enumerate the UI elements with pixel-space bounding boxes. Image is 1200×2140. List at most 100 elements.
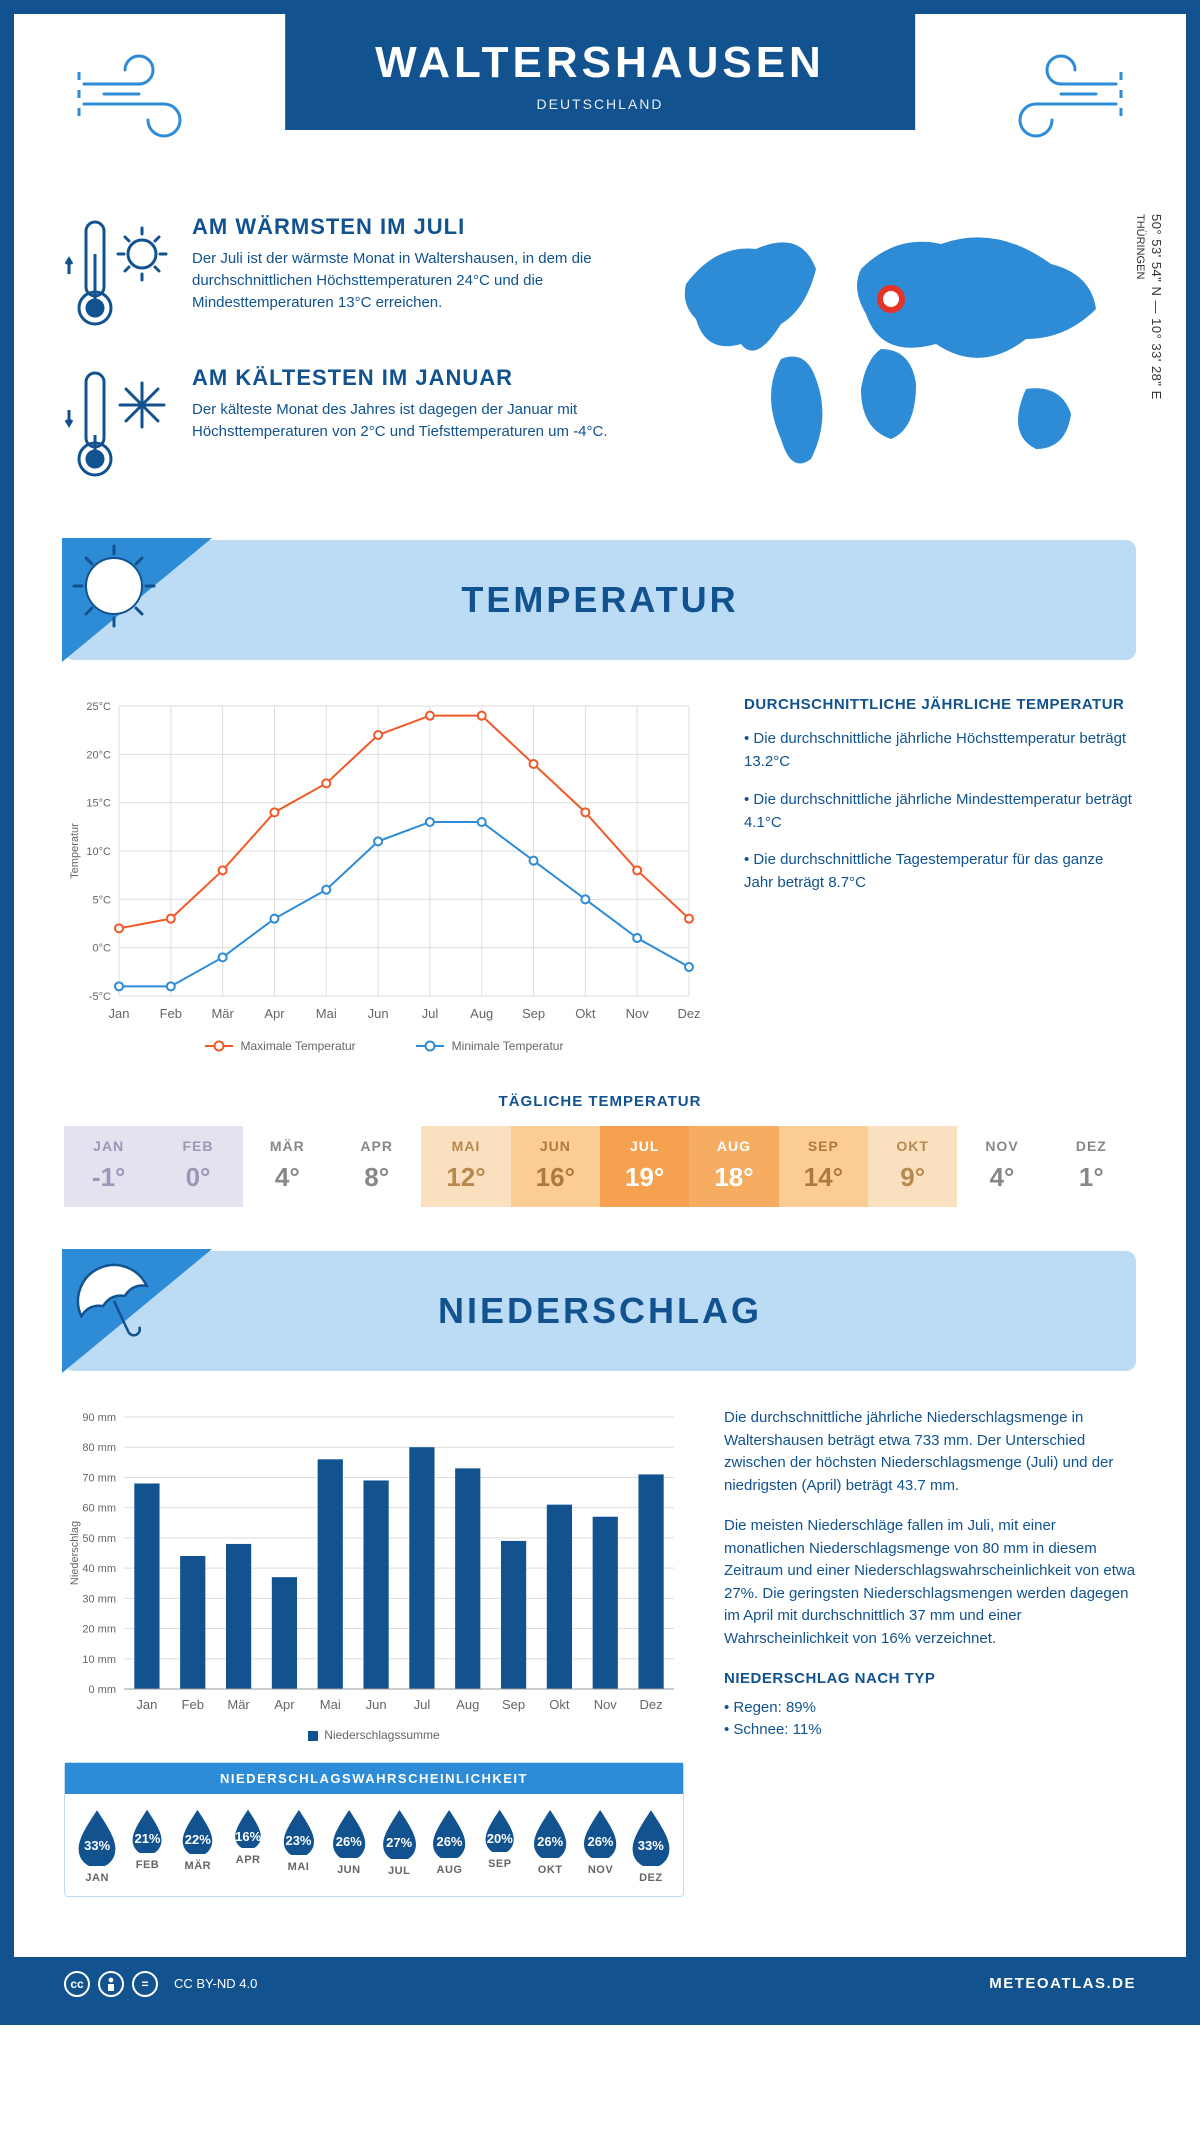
svg-text:Jun: Jun bbox=[366, 1697, 387, 1712]
fact-warm-text: Der Juli ist der wärmste Monat in Walter… bbox=[192, 248, 626, 313]
city-title: WALTERSHAUSEN bbox=[375, 38, 825, 88]
svg-text:Dez: Dez bbox=[640, 1697, 663, 1712]
fact-warmest: AM WÄRMSTEN IM JULI Der Juli ist der wär… bbox=[64, 214, 626, 339]
svg-text:Feb: Feb bbox=[160, 1006, 182, 1021]
temperature-line-chart: -5°C0°C5°C10°C15°C20°C25°CJanFebMärAprMa… bbox=[64, 696, 704, 1053]
daily-cell: JUN16° bbox=[511, 1126, 600, 1207]
daily-cell: JAN-1° bbox=[64, 1126, 153, 1207]
prob-cell: 26% JUN bbox=[325, 1808, 373, 1884]
svg-text:Temperatur: Temperatur bbox=[69, 823, 81, 879]
precip-legend: Niederschlagssumme bbox=[64, 1728, 684, 1742]
prob-cell: 23% MAI bbox=[274, 1808, 322, 1884]
svg-text:25°C: 25°C bbox=[86, 701, 111, 713]
precip-rain: • Regen: 89% bbox=[724, 1697, 1136, 1720]
site-name: METEOATLAS.DE bbox=[989, 1975, 1136, 1992]
daily-cell: JUL19° bbox=[600, 1126, 689, 1207]
svg-text:40 mm: 40 mm bbox=[82, 1563, 116, 1575]
svg-text:0°C: 0°C bbox=[93, 943, 112, 955]
wind-icon bbox=[996, 44, 1126, 154]
country-label: DEUTSCHLAND bbox=[375, 96, 825, 112]
svg-text:50 mm: 50 mm bbox=[82, 1533, 116, 1545]
svg-text:Aug: Aug bbox=[470, 1006, 493, 1021]
svg-text:10 mm: 10 mm bbox=[82, 1654, 116, 1666]
prob-cell: 26% OKT bbox=[526, 1808, 574, 1884]
daily-cell: NOV4° bbox=[957, 1126, 1046, 1207]
wind-icon bbox=[74, 44, 204, 154]
prob-cell: 16% APR bbox=[224, 1808, 272, 1884]
temperature-legend: Maximale Temperatur Minimale Temperatur bbox=[64, 1039, 704, 1053]
daily-cell: MÄR4° bbox=[243, 1126, 332, 1207]
footer: cc = CC BY-ND 4.0 METEOATLAS.DE bbox=[14, 1957, 1186, 2011]
svg-text:Okt: Okt bbox=[549, 1697, 570, 1712]
world-map: THÜRINGEN 50° 53' 54" N — 10° 33' 28" E bbox=[666, 214, 1136, 516]
thermometer-snow-icon bbox=[64, 365, 174, 485]
thermometer-sun-icon bbox=[64, 214, 174, 334]
section-banner-temperature: TEMPERATUR bbox=[64, 540, 1136, 660]
precip-bar-chart: 0 mm10 mm20 mm30 mm40 mm50 mm60 mm70 mm8… bbox=[64, 1407, 684, 1742]
svg-text:Jul: Jul bbox=[422, 1006, 439, 1021]
svg-text:Okt: Okt bbox=[575, 1006, 596, 1021]
svg-text:70 mm: 70 mm bbox=[82, 1472, 116, 1484]
daily-temp-table: JAN-1°FEB0°MÄR4°APR8°MAI12°JUN16°JUL19°A… bbox=[64, 1126, 1136, 1207]
svg-text:Mai: Mai bbox=[320, 1697, 341, 1712]
precip-text-2: Die meisten Niederschläge fallen im Juli… bbox=[724, 1515, 1136, 1650]
sun-icon bbox=[62, 538, 212, 662]
prob-title: NIEDERSCHLAGSWAHRSCHEINLICHKEIT bbox=[65, 1763, 683, 1794]
prob-cell: 26% AUG bbox=[425, 1808, 473, 1884]
precip-summary: Die durchschnittliche jährliche Niedersc… bbox=[724, 1407, 1136, 1897]
temp-bullet-3: • Die durchschnittliche Tagestemperatur … bbox=[744, 848, 1136, 895]
svg-text:Jun: Jun bbox=[368, 1006, 389, 1021]
svg-text:Apr: Apr bbox=[274, 1697, 295, 1712]
svg-text:20°C: 20°C bbox=[86, 749, 111, 761]
svg-text:Jan: Jan bbox=[109, 1006, 130, 1021]
daily-temp-title: TÄGLICHE TEMPERATUR bbox=[64, 1093, 1136, 1110]
prob-cell: 33% JAN bbox=[73, 1808, 121, 1884]
section-title: NIEDERSCHLAG bbox=[438, 1290, 762, 1332]
svg-text:5°C: 5°C bbox=[93, 894, 112, 906]
fact-warm-title: AM WÄRMSTEN IM JULI bbox=[192, 214, 626, 240]
svg-text:Jul: Jul bbox=[414, 1697, 431, 1712]
daily-cell: AUG18° bbox=[689, 1126, 778, 1207]
temp-summary-title: DURCHSCHNITTLICHE JÄHRLICHE TEMPERATUR bbox=[744, 696, 1136, 713]
svg-text:30 mm: 30 mm bbox=[82, 1593, 116, 1605]
section-banner-precip: NIEDERSCHLAG bbox=[64, 1251, 1136, 1371]
svg-text:0 mm: 0 mm bbox=[89, 1684, 117, 1696]
svg-text:Sep: Sep bbox=[502, 1697, 525, 1712]
daily-cell: DEZ1° bbox=[1047, 1126, 1136, 1207]
temperature-summary: DURCHSCHNITTLICHE JÄHRLICHE TEMPERATUR •… bbox=[744, 696, 1136, 1053]
prob-cell: 27% JUL bbox=[375, 1808, 423, 1884]
svg-text:60 mm: 60 mm bbox=[82, 1503, 116, 1515]
svg-text:90 mm: 90 mm bbox=[82, 1412, 116, 1424]
prob-cell: 22% MÄR bbox=[174, 1808, 222, 1884]
header: WALTERSHAUSEN DEUTSCHLAND bbox=[64, 14, 1136, 214]
daily-cell: FEB0° bbox=[153, 1126, 242, 1207]
svg-text:Mär: Mär bbox=[211, 1006, 234, 1021]
fact-cold-title: AM KÄLTESTEN IM JANUAR bbox=[192, 365, 626, 391]
precip-text-1: Die durchschnittliche jährliche Niedersc… bbox=[724, 1407, 1136, 1497]
section-title: TEMPERATUR bbox=[461, 579, 738, 621]
precip-bytype-title: NIEDERSCHLAG NACH TYP bbox=[724, 1668, 1136, 1691]
fact-cold-text: Der kälteste Monat des Jahres ist dagege… bbox=[192, 399, 626, 443]
daily-cell: APR8° bbox=[332, 1126, 421, 1207]
prob-cell: 21% FEB bbox=[123, 1808, 171, 1884]
svg-text:15°C: 15°C bbox=[86, 798, 111, 810]
title-banner: WALTERSHAUSEN DEUTSCHLAND bbox=[285, 14, 915, 130]
fact-coldest: AM KÄLTESTEN IM JANUAR Der kälteste Mona… bbox=[64, 365, 626, 490]
cc-icon: cc bbox=[64, 1971, 90, 1997]
svg-text:Sep: Sep bbox=[522, 1006, 545, 1021]
svg-text:80 mm: 80 mm bbox=[82, 1442, 116, 1454]
license-text: CC BY-ND 4.0 bbox=[174, 1976, 257, 1991]
svg-text:Feb: Feb bbox=[182, 1697, 204, 1712]
coords-label: 50° 53' 54" N — 10° 33' 28" E bbox=[1149, 214, 1164, 400]
precip-probability-box: NIEDERSCHLAGSWAHRSCHEINLICHKEIT 33% JAN … bbox=[64, 1762, 684, 1897]
legend-max: Maximale Temperatur bbox=[241, 1039, 356, 1053]
prob-cell: 26% NOV bbox=[576, 1808, 624, 1884]
svg-text:Jan: Jan bbox=[136, 1697, 157, 1712]
svg-text:Mai: Mai bbox=[316, 1006, 337, 1021]
svg-text:Niederschlag: Niederschlag bbox=[69, 1521, 81, 1585]
svg-text:Mär: Mär bbox=[227, 1697, 250, 1712]
nd-icon: = bbox=[132, 1971, 158, 1997]
region-label: THÜRINGEN bbox=[1134, 214, 1146, 279]
svg-text:10°C: 10°C bbox=[86, 846, 111, 858]
legend-min: Minimale Temperatur bbox=[452, 1039, 564, 1053]
